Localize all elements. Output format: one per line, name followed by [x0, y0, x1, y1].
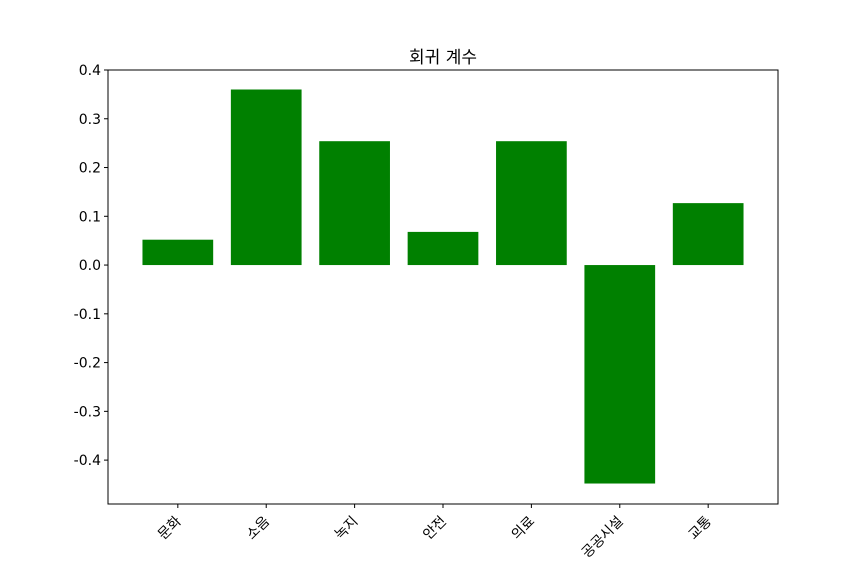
bar-7: [672, 203, 744, 266]
y-tick-label: 0.3: [79, 112, 101, 128]
y-tick-label: -0.2: [74, 356, 101, 372]
x-tick-label: 교통: [685, 513, 715, 543]
y-tick-label: 0.1: [79, 209, 101, 225]
bar-3: [319, 141, 390, 266]
y-tick-label: 0.0: [79, 258, 101, 274]
x-tick-label: 소음: [244, 513, 274, 543]
x-tick-label: 녹지: [332, 514, 362, 544]
x-tick-label: 문화: [155, 513, 185, 543]
bar-2: [230, 89, 302, 266]
bar-5: [496, 141, 567, 266]
x-tick-label: 공공시설: [579, 514, 627, 562]
bar-4: [407, 231, 479, 266]
y-tick-label: -0.4: [74, 453, 101, 469]
y-tick-label: 0.2: [79, 161, 101, 177]
bar-1: [142, 239, 214, 266]
y-tick-label: -0.3: [74, 404, 101, 420]
y-tick-label: 0.4: [79, 63, 101, 79]
plot-frame: [107, 69, 779, 505]
chart-title: 회귀 계수: [409, 48, 477, 68]
y-tick-label: -0.1: [74, 307, 101, 323]
x-tick-label: 의료: [509, 513, 539, 543]
x-tick-label: 안전: [420, 514, 450, 544]
bar-6: [584, 265, 656, 484]
